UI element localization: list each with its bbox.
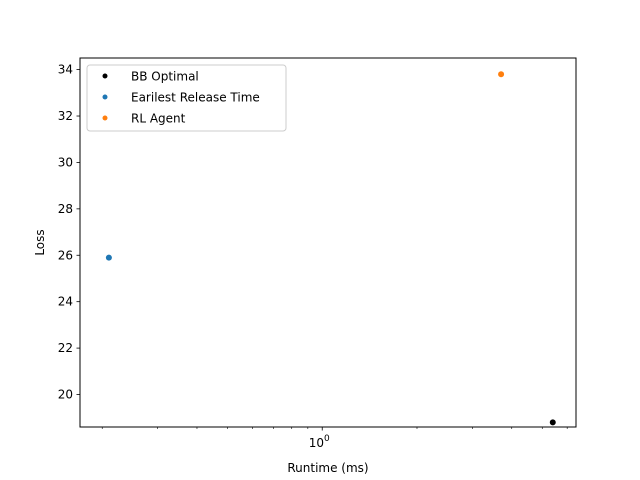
data-point — [549, 419, 556, 426]
y-tick-label: 34 — [58, 63, 73, 77]
legend-marker — [102, 94, 108, 100]
data-point — [498, 71, 505, 78]
x-tick-label: 100 — [309, 434, 330, 450]
legend: BB Optimal Earilest Release Time RL Agent — [86, 64, 287, 132]
legend-marker — [102, 115, 108, 121]
legend-marker — [102, 73, 108, 79]
legend-label: BB Optimal — [131, 70, 199, 84]
y-tick-label: 22 — [58, 341, 73, 355]
legend-label: Earilest Release Time — [131, 91, 260, 105]
legend-box — [86, 64, 287, 132]
y-tick-label: 24 — [58, 295, 73, 309]
y-axis-ticks: 20 22 24 26 28 30 32 34 — [58, 63, 80, 402]
y-tick-label: 26 — [58, 248, 73, 262]
y-tick-label: 32 — [58, 109, 73, 123]
x-axis-label: Runtime (ms) — [287, 461, 368, 475]
data-points — [105, 71, 556, 426]
y-tick-label: 28 — [58, 202, 73, 216]
legend-label: RL Agent — [131, 112, 186, 126]
data-point — [105, 254, 112, 261]
y-tick-label: 30 — [58, 155, 73, 169]
y-axis-label: Loss — [33, 229, 47, 255]
y-tick-label: 20 — [58, 388, 73, 402]
plot-frame — [79, 57, 577, 428]
